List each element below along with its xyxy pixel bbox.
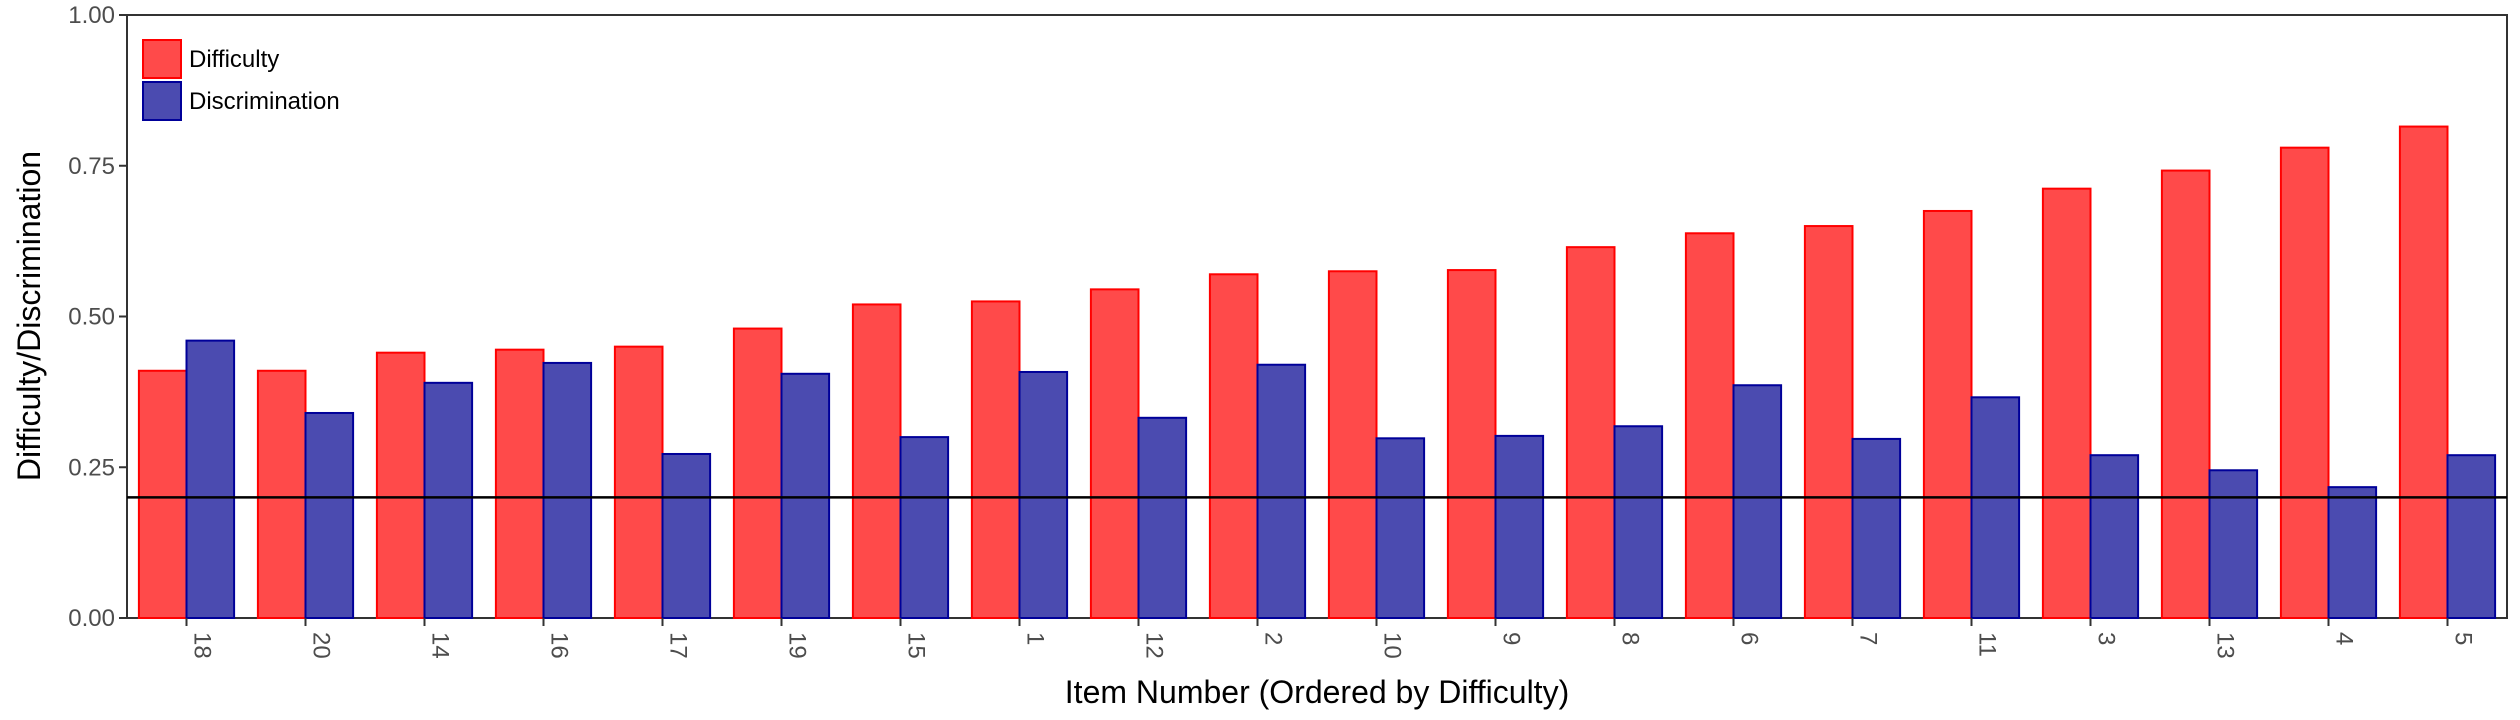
bar-discrimination-item-12 (1137, 416, 1188, 619)
y-tick-label: 0.75 (68, 153, 115, 180)
bar-difficulty-item-19 (732, 327, 783, 619)
bar-difficulty-item-5 (2398, 125, 2449, 620)
bar-discrimination-item-10 (1375, 437, 1426, 619)
legend-key-discrimination (142, 81, 182, 121)
x-tick-label-1: 1 (1022, 632, 1049, 645)
y-axis: 0.00 0.25 0.50 0.75 1.00 (68, 2, 127, 632)
x-tick-label-3: 3 (2093, 632, 2120, 645)
bar-difficulty-item-12 (1089, 288, 1140, 619)
bar-difficulty-item-8 (1565, 246, 1616, 619)
bar-difficulty-item-1 (970, 300, 1021, 619)
bar-difficulty-item-2 (1208, 273, 1259, 619)
x-tick-label-10: 10 (1379, 632, 1406, 659)
plot-panel (126, 14, 2508, 619)
x-tick-label-14: 14 (427, 632, 454, 659)
x-tick-label-6: 6 (1736, 632, 1763, 645)
legend-label-discrimination: Discrimination (189, 88, 340, 115)
bar-discrimination-item-19 (780, 372, 831, 619)
bar-difficulty-item-11 (1922, 209, 1973, 619)
x-tick-label-20: 20 (308, 632, 335, 659)
bar-discrimination-item-11 (1970, 396, 2021, 619)
bar-discrimination-item-6 (1732, 384, 1783, 619)
bar-discrimination-item-14 (423, 381, 474, 619)
legend-key-difficulty (142, 39, 182, 79)
bar-discrimination-item-5 (2446, 454, 2497, 619)
bar-difficulty-item-9 (1446, 269, 1497, 619)
y-tick-label: 0.00 (68, 605, 115, 632)
bar-discrimination-item-17 (661, 452, 712, 620)
x-axis-title: Item Number (Ordered by Difficulty) (1065, 674, 1569, 710)
bar-difficulty-item-7 (1803, 225, 1854, 620)
x-tick-label-9: 9 (1498, 632, 1525, 645)
x-tick-label-11: 11 (1974, 632, 2001, 657)
y-tick-label: 0.50 (68, 304, 115, 331)
bar-difficulty-item-10 (1327, 270, 1378, 619)
bar-difficulty-item-16 (494, 348, 545, 619)
bar-difficulty-item-13 (2160, 169, 2211, 619)
x-tick-label-18: 18 (189, 632, 216, 659)
y-tick-label: 1.00 (68, 2, 115, 29)
x-tick-label-5: 5 (2450, 632, 2477, 645)
bar-discrimination-item-8 (1613, 425, 1664, 619)
bar-discrimination-item-9 (1494, 434, 1545, 620)
bar-discrimination-item-2 (1256, 363, 1307, 619)
bar-discrimination-item-13 (2208, 469, 2259, 620)
bar-difficulty-item-3 (2041, 187, 2092, 619)
bar-difficulty-item-17 (613, 345, 664, 619)
bar-discrimination-item-20 (304, 411, 355, 620)
bar-difficulty-item-14 (375, 351, 426, 619)
bar-discrimination-item-7 (1851, 437, 1902, 619)
bar-discrimination-item-18 (185, 339, 236, 619)
y-tick-label: 0.25 (68, 454, 115, 481)
bar-difficulty-item-15 (851, 303, 902, 619)
x-axis: 18 20 14 16 17 19 15 1 12 2 10 9 8 6 7 11 3 13 4 5 (185, 618, 2477, 659)
x-tick-label-7: 7 (1855, 632, 1882, 645)
x-tick-label-8: 8 (1617, 632, 1644, 645)
bar-difficulty-item-20 (256, 369, 307, 619)
legend-label-difficulty: Difficulty (189, 46, 279, 73)
bar-discrimination-item-1 (1018, 370, 1069, 620)
bar-discrimination-item-3 (2089, 454, 2140, 619)
x-tick-label-17: 17 (665, 632, 692, 659)
bar-difficulty-item-18 (137, 369, 188, 619)
bar-discrimination-item-4 (2327, 486, 2378, 619)
bar-difficulty-item-4 (2279, 146, 2330, 619)
x-tick-label-15: 15 (903, 632, 930, 659)
bar-discrimination-item-16 (542, 361, 593, 619)
x-tick-label-13: 13 (2212, 632, 2239, 659)
bar-difficulty-item-6 (1684, 232, 1735, 619)
x-tick-label-4: 4 (2331, 632, 2358, 645)
bar-discrimination-item-15 (899, 436, 950, 619)
x-tick-label-19: 19 (784, 632, 811, 659)
x-tick-label-2: 2 (1260, 632, 1287, 645)
x-tick-label-12: 12 (1141, 632, 1168, 659)
legend: Difficulty Discrimination (142, 39, 340, 121)
x-tick-label-16: 16 (546, 632, 573, 659)
y-axis-title: Difficulty/Discrimination (11, 151, 47, 481)
bars-group (137, 125, 2497, 620)
